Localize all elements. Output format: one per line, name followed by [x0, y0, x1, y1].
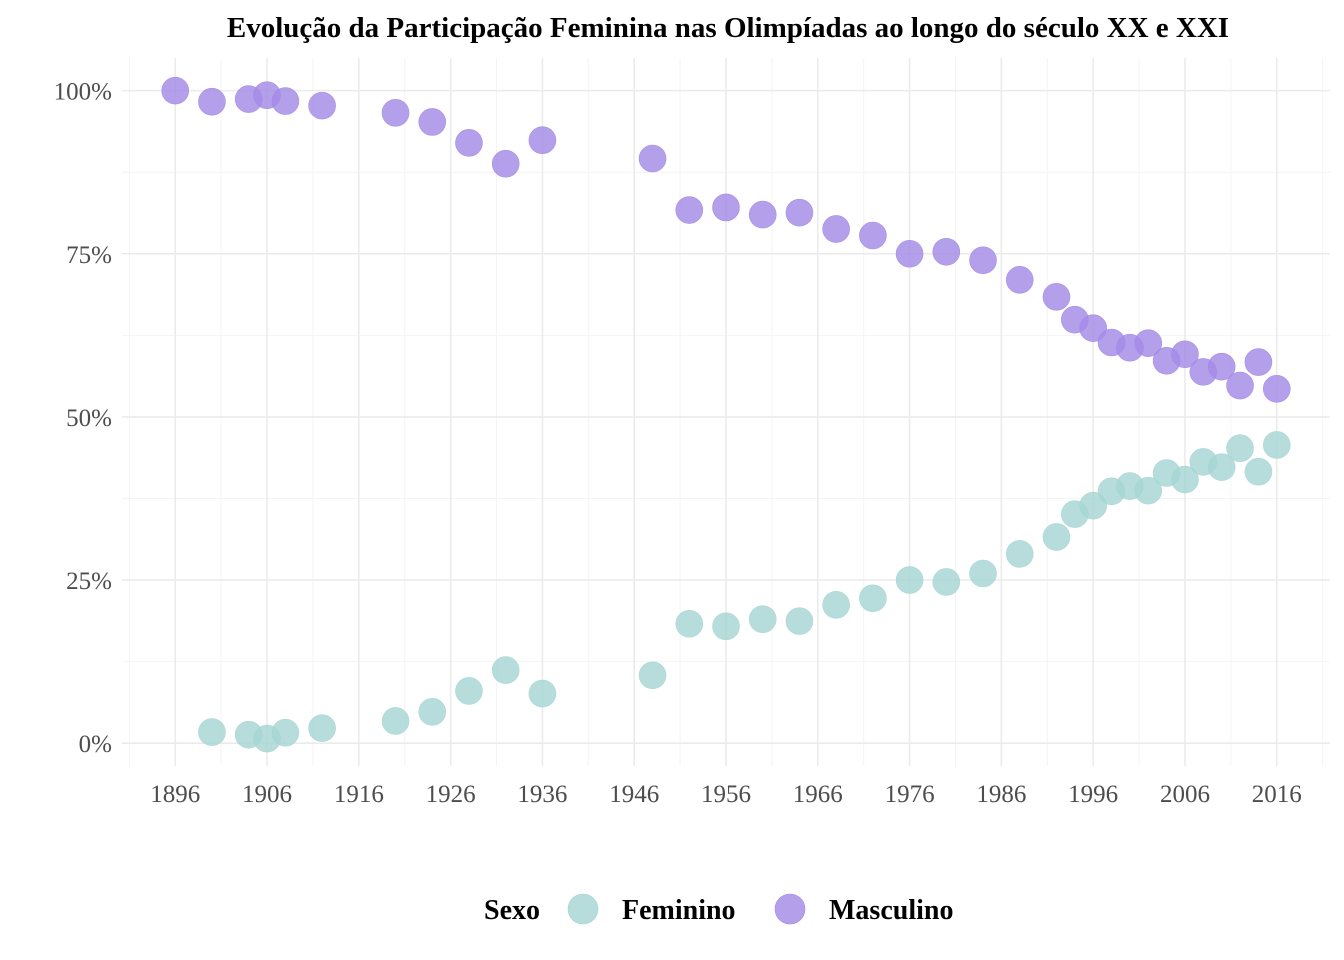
- y-tick-label: 0%: [79, 731, 112, 758]
- data-point: [675, 609, 704, 638]
- data-point: [712, 193, 740, 222]
- data-point: [822, 215, 850, 243]
- legend-title: Sexo: [484, 895, 540, 926]
- data-point: [1005, 266, 1034, 294]
- data-point: [198, 87, 226, 116]
- x-tick-label: 1896: [150, 781, 200, 808]
- x-tick-label: 1986: [976, 781, 1026, 808]
- data-point: [969, 246, 997, 275]
- x-tick-label: 1926: [426, 781, 476, 808]
- data-point: [1079, 314, 1107, 342]
- x-tick-label: 2016: [1252, 781, 1302, 808]
- data-point: [308, 91, 336, 120]
- data-point: [1079, 491, 1107, 520]
- data-point: [528, 126, 557, 155]
- data-point: [748, 200, 777, 229]
- x-tick-label: 1976: [885, 781, 935, 808]
- data-point: [1244, 348, 1273, 376]
- data-point: [859, 584, 887, 613]
- legend-items: Feminino Masculino: [567, 893, 953, 926]
- data-point: [859, 221, 887, 250]
- data-point: [1171, 340, 1199, 369]
- data-point: [1207, 352, 1236, 381]
- data-point: [932, 238, 961, 266]
- data-point: [1134, 476, 1163, 505]
- data-point: [491, 656, 520, 684]
- data-point: [1171, 465, 1199, 494]
- y-axis-ticks: 0% 25% 50% 75% 100%: [54, 79, 112, 759]
- data-point: [161, 76, 190, 105]
- data-point: [491, 149, 520, 178]
- data-point: [785, 607, 814, 635]
- data-point: [418, 698, 447, 726]
- y-tick-label: 50%: [66, 405, 112, 432]
- x-tick-label: 1996: [1068, 781, 1118, 808]
- x-tick-label: 1936: [517, 781, 567, 808]
- data-point: [1262, 431, 1291, 459]
- y-tick-label: 100%: [54, 79, 112, 106]
- x-tick-label: 1956: [701, 781, 751, 808]
- data-point: [1244, 457, 1273, 486]
- data-point: [1226, 434, 1254, 463]
- data-point: [785, 198, 814, 227]
- x-tick-label: 2006: [1160, 781, 1210, 808]
- grid: [122, 58, 1330, 766]
- data-point: [638, 661, 667, 690]
- data-point: [1042, 523, 1071, 551]
- data-point: [895, 239, 924, 268]
- x-tick-label: 1966: [793, 781, 843, 808]
- data-point: [1005, 540, 1034, 568]
- legend-key-feminino: [567, 893, 599, 925]
- x-tick-label: 1916: [334, 781, 384, 808]
- data-point: [1207, 453, 1236, 481]
- x-tick-label: 1946: [609, 781, 659, 808]
- x-tick-label: 1906: [242, 781, 292, 808]
- data-point: [675, 196, 704, 224]
- data-point: [455, 129, 483, 157]
- legend-label-masculino: Masculino: [829, 895, 953, 926]
- data-point: [271, 718, 300, 747]
- data-point: [969, 559, 997, 588]
- data-point: [822, 591, 850, 619]
- legend-key-masculino: [774, 893, 806, 925]
- data-point: [381, 707, 410, 735]
- data-point: [1226, 371, 1254, 400]
- data-point: [895, 566, 924, 594]
- data-point: [418, 108, 447, 136]
- data-point: [381, 99, 410, 127]
- legend-label-feminino: Feminino: [622, 895, 736, 926]
- series-feminino: [198, 431, 1291, 753]
- x-axis-ticks: 1896 1906 1916 1926 1936 1946 1956 1966 1976 1986…: [150, 781, 1302, 808]
- data-point: [198, 718, 226, 746]
- data-point: [455, 677, 483, 705]
- data-point: [748, 605, 777, 633]
- data-point: [638, 144, 667, 173]
- data-point: [932, 568, 961, 596]
- data-point: [271, 87, 300, 115]
- y-tick-label: 25%: [66, 568, 112, 595]
- data-point: [1042, 283, 1071, 311]
- chart-title: Evolução da Participação Feminina nas Ol…: [227, 12, 1229, 44]
- data-point: [528, 679, 557, 708]
- data-point: [1134, 329, 1163, 357]
- legend: Sexo Feminino Masculino: [484, 893, 953, 926]
- data-point: [308, 714, 336, 742]
- y-tick-label: 75%: [66, 242, 112, 269]
- data-point: [1262, 375, 1291, 403]
- series-masculino: [161, 76, 1291, 403]
- data-point: [712, 612, 740, 641]
- data-points: [161, 76, 1291, 753]
